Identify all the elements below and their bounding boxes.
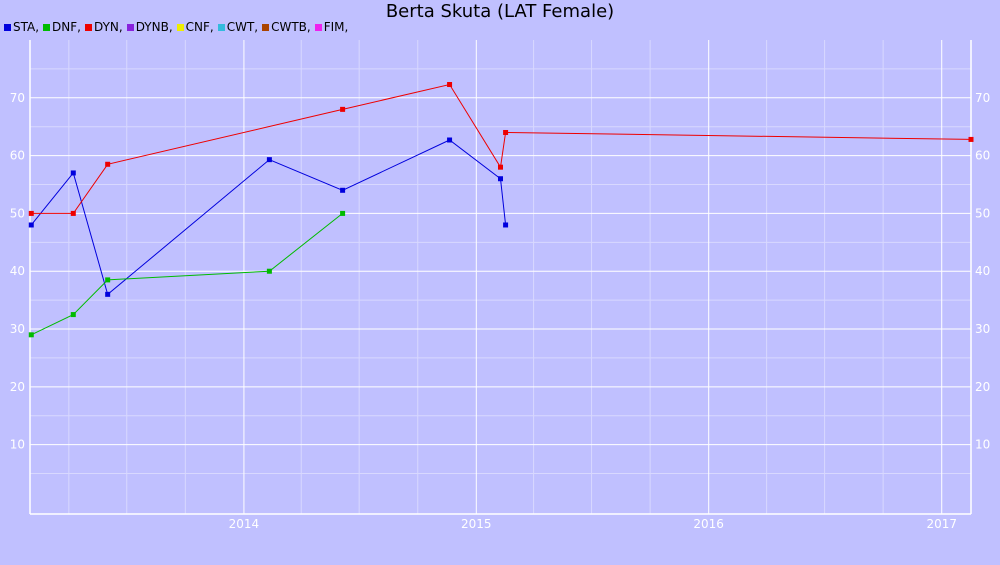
data-point-sta — [266, 157, 272, 163]
chart-title: Berta Skuta (LAT Female) — [385, 1, 615, 22]
legend-label: FIM, — [323, 20, 349, 34]
series-layer — [28, 82, 974, 338]
y-tick-label-left: 40 — [10, 264, 25, 278]
axes: 10 10 20 20 30 30 40 40 50 50 60 60 70 70 2014 2015 2016… — [10, 40, 990, 531]
y-tick-label-right: 60 — [975, 149, 990, 163]
data-point-dyn — [28, 210, 34, 216]
legend-label: CNF, — [185, 20, 214, 34]
data-point-dyn — [503, 129, 509, 135]
legend-label: DNF, — [52, 20, 81, 34]
data-point-dyn — [968, 136, 974, 142]
legend-swatch — [84, 24, 92, 31]
legend-label: CWT, — [226, 20, 259, 34]
legend-item-dnf: DNF, — [43, 20, 81, 34]
data-point-dyn — [105, 161, 111, 167]
legend-swatch — [4, 24, 11, 31]
data-point-dnf — [70, 312, 76, 318]
legend-item-fim: FIM, — [314, 20, 349, 34]
data-point-sta — [498, 176, 503, 182]
y-tick-label-right: 40 — [975, 264, 990, 278]
y-tick-label-left: 10 — [10, 438, 25, 452]
legend-item-dyn: DYN, — [84, 20, 123, 34]
data-point-sta — [70, 170, 76, 176]
y-tick-label-right: 10 — [975, 438, 990, 452]
data-point-sta — [447, 137, 453, 143]
data-point-dnf — [28, 332, 34, 338]
legend-item-cnf: CNF, — [176, 20, 214, 34]
legend-label: DYNB, — [135, 20, 173, 34]
x-tick-label: 2014 — [229, 517, 260, 531]
data-point-sta — [28, 222, 34, 228]
grid-lines — [30, 40, 971, 514]
data-point-dyn — [340, 106, 346, 112]
legend-item-cwt: CWT, — [217, 20, 259, 34]
legend-label: DYN, — [93, 20, 123, 34]
legend-swatch — [262, 24, 270, 31]
x-tick-label: 2017 — [926, 517, 957, 531]
y-tick-label-left: 20 — [10, 380, 25, 394]
y-tick-label-right: 50 — [975, 206, 990, 220]
data-point-dnf — [105, 277, 111, 283]
legend-label: CWTB, — [271, 20, 311, 34]
series-line-dyn — [31, 83, 972, 214]
data-point-dyn — [498, 164, 503, 170]
legend-item-sta: STA, — [4, 20, 39, 34]
data-point-sta — [105, 291, 111, 297]
legend: STA, DNF, DYN, DYNB, CNF, CWT, CWTB, FIM, — [4, 20, 352, 34]
legend-swatch — [126, 24, 134, 31]
legend-swatch — [314, 24, 322, 31]
data-point-sta — [503, 222, 509, 228]
y-tick-label-left: 50 — [10, 206, 25, 220]
y-tick-label-left: 60 — [10, 149, 25, 163]
legend-swatch — [176, 24, 184, 31]
y-tick-label-left: 30 — [10, 322, 25, 336]
y-tick-label-right: 30 — [975, 322, 990, 336]
legend-item-cwtb: CWTB, — [262, 20, 311, 34]
data-point-dyn — [447, 82, 453, 88]
y-tick-label-left: 70 — [10, 91, 25, 105]
legend-label: STA, — [13, 20, 40, 34]
data-point-dyn — [70, 210, 76, 216]
data-point-dnf — [340, 210, 346, 216]
legend-item-dynb: DYNB, — [126, 20, 173, 34]
data-point-dnf — [266, 268, 272, 274]
y-tick-label-right: 70 — [975, 91, 990, 105]
data-point-sta — [340, 187, 346, 193]
legend-swatch — [217, 24, 225, 31]
x-tick-label: 2016 — [693, 517, 724, 531]
legend-swatch — [43, 24, 51, 31]
y-tick-label-right: 20 — [975, 380, 990, 394]
series-line-sta — [30, 139, 507, 296]
series-line-dnf — [31, 213, 343, 336]
x-tick-label: 2015 — [461, 517, 492, 531]
